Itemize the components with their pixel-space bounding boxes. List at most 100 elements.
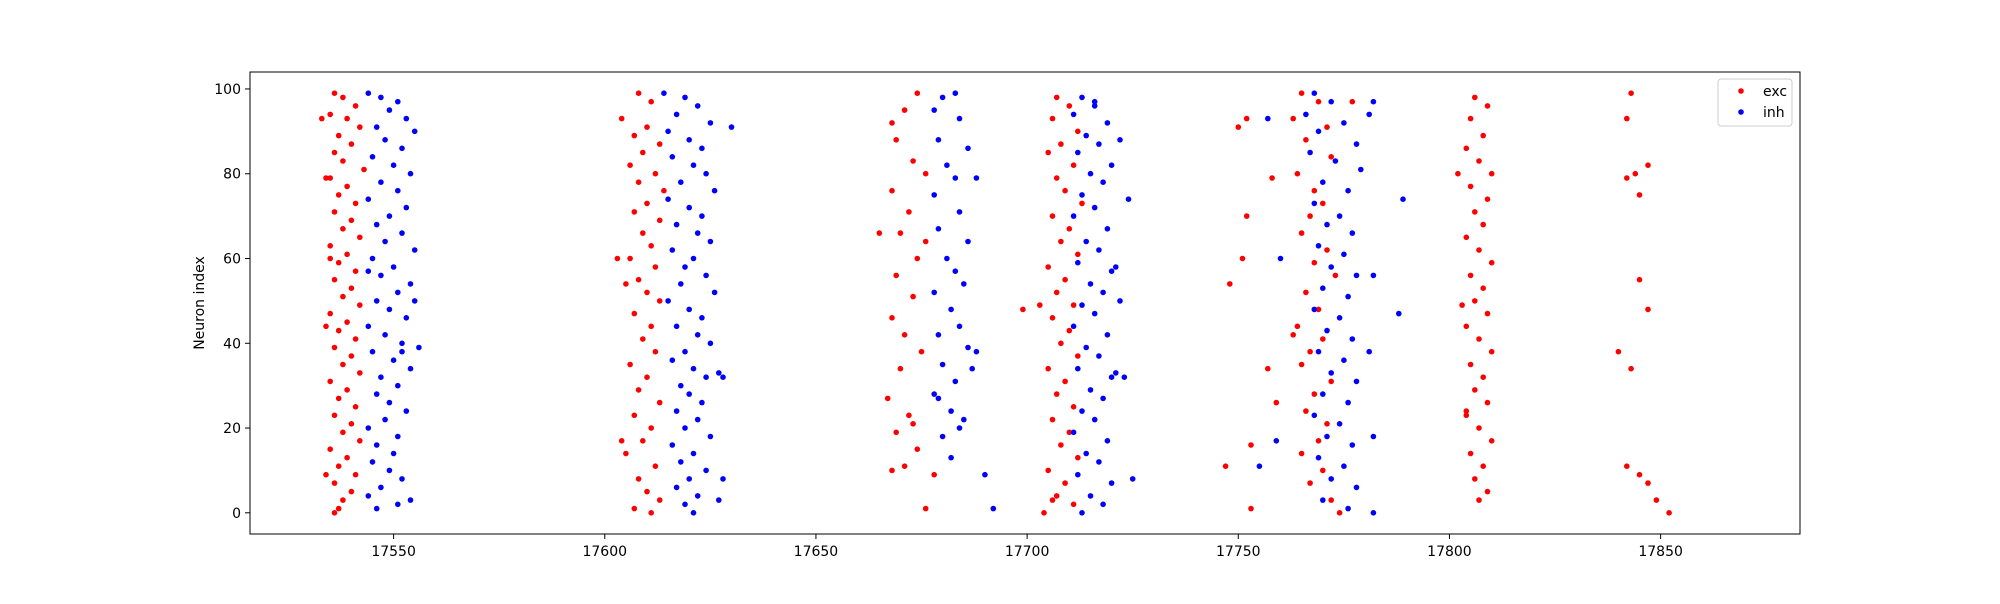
inh-spike-point (673, 408, 680, 414)
exc-spike-point (1480, 132, 1486, 139)
exc-spike-point (340, 429, 346, 436)
exc-spike-point (1290, 115, 1296, 122)
inh-spike-point (1117, 137, 1123, 143)
exc-spike-point (335, 327, 342, 334)
exc-spike-point (1273, 399, 1280, 406)
exc-spike-point (1049, 213, 1056, 219)
exc-spike-point (889, 120, 895, 126)
x-tick-label: 17700 (1005, 544, 1050, 560)
exc-spike-point (614, 255, 621, 262)
inh-spike-point (686, 391, 692, 397)
inh-spike-point (1129, 476, 1136, 482)
exc-spike-point (1480, 463, 1486, 470)
inh-spike-point (407, 365, 414, 372)
inh-spike-point (1100, 501, 1106, 508)
inh-spike-point (703, 467, 709, 474)
inh-spike-point (395, 501, 401, 508)
exc-spike-point (1472, 298, 1478, 304)
exc-spike-point (1324, 421, 1330, 427)
inh-spike-point (1265, 115, 1271, 122)
exc-spike-point (1303, 289, 1309, 296)
exc-spike-point (1303, 137, 1309, 143)
inh-spike-point (1100, 179, 1106, 185)
exc-spike-point (918, 348, 925, 355)
exc-spike-point (1049, 115, 1056, 122)
inh-spike-point (935, 332, 942, 338)
exc-spike-point (1315, 98, 1322, 105)
inh-spike-point (1096, 141, 1102, 147)
exc-spike-point (1239, 255, 1246, 262)
inh-spike-point (661, 90, 667, 96)
exc-spike-point (893, 429, 899, 436)
exc-spike-point (889, 315, 895, 321)
inh-spike-point (969, 365, 975, 372)
inh-spike-point (694, 416, 701, 423)
inh-spike-point (1091, 204, 1098, 211)
inh-spike-point (682, 264, 688, 270)
exc-spike-point (331, 90, 338, 96)
exc-spike-point (1053, 94, 1060, 101)
inh-spike-point (1396, 310, 1402, 317)
inh-spike-point (1096, 247, 1102, 253)
exc-spike-point (1311, 259, 1318, 266)
inh-spike-point (1315, 348, 1322, 355)
exc-spike-point (1615, 348, 1622, 355)
inh-spike-point (1349, 336, 1356, 342)
inh-spike-point (694, 332, 701, 338)
exc-spike-point (335, 259, 342, 266)
exc-spike-point (340, 94, 346, 101)
exc-spike-point (361, 166, 367, 173)
inh-spike-point (665, 298, 671, 304)
y-tick-label: 80 (223, 167, 241, 183)
exc-spike-point (1476, 158, 1482, 164)
inh-spike-point (378, 374, 384, 381)
inh-spike-point (399, 348, 405, 355)
inh-spike-point (1303, 111, 1309, 118)
inh-spike-point (956, 209, 963, 215)
exc-spike-point (623, 450, 629, 457)
inh-spike-point (690, 510, 697, 516)
inh-spike-point (707, 120, 714, 126)
exc-spike-point (1636, 471, 1643, 478)
inh-spike-point (694, 230, 701, 236)
exc-spike-point (644, 124, 650, 130)
inh-spike-point (373, 442, 380, 448)
exc-spike-point (1320, 200, 1326, 207)
inh-spike-point (378, 94, 384, 101)
inh-spike-point (1091, 103, 1098, 109)
inh-spike-point (669, 442, 676, 448)
exc-spike-point (1307, 213, 1313, 219)
exc-spike-point (652, 170, 659, 177)
inh-spike-point (1315, 243, 1322, 249)
exc-spike-point (623, 281, 629, 287)
inh-spike-point (948, 408, 954, 414)
inh-spike-point (1104, 438, 1111, 444)
inh-spike-point (686, 137, 692, 143)
inh-spike-point (956, 115, 963, 122)
inh-spike-point (386, 107, 393, 113)
exc-spike-point (1484, 310, 1491, 317)
exc-spike-point (1624, 175, 1630, 181)
inh-spike-point (1075, 259, 1081, 266)
exc-spike-point (901, 463, 908, 470)
inh-spike-point (965, 145, 971, 152)
exc-spike-point (1045, 264, 1051, 270)
inh-spike-point (1320, 285, 1326, 292)
exc-spike-point (1476, 336, 1482, 342)
exc-spike-point (922, 238, 929, 245)
inh-spike-point (382, 137, 388, 143)
inh-spike-point (690, 450, 697, 457)
exc-spike-point (1324, 124, 1330, 130)
inh-spike-point (931, 391, 937, 397)
legend-box (1717, 78, 1793, 127)
exc-spike-point (901, 332, 908, 338)
inh-spike-point (711, 187, 718, 194)
inh-spike-point (1075, 149, 1081, 156)
inh-spike-point (982, 471, 988, 478)
exc-spike-point (348, 353, 355, 359)
exc-spike-point (1062, 276, 1068, 283)
inh-spike-point (365, 196, 372, 202)
exc-spike-point (910, 293, 916, 300)
exc-spike-point (1645, 480, 1651, 486)
exc-spike-point (652, 463, 659, 470)
